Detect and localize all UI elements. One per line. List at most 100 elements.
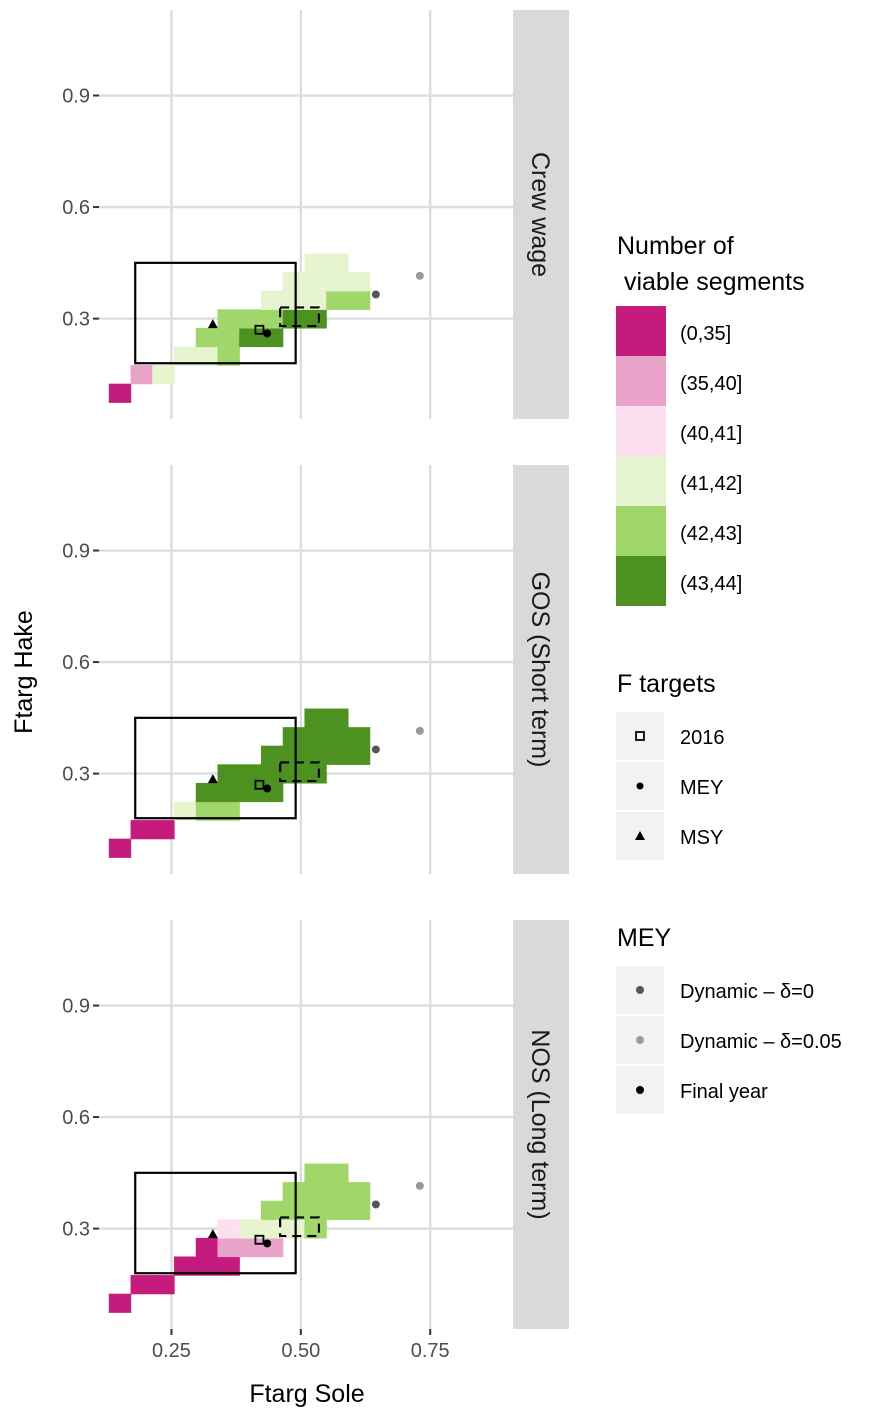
y-tick-label: 0.3 [62,1219,90,1241]
ftargets-legend-label: 2016 [680,727,725,749]
ftarget-msy-point [207,1229,218,1239]
heatmap-tile [217,801,240,821]
heatmap-tile [326,272,349,292]
x-axis-title: Ftarg Sole [249,1380,364,1408]
x-tick-label: 0.50 [281,1340,320,1362]
heatmap-tile [347,290,371,310]
y-tick-label: 0.3 [62,764,90,786]
fill-legend-label: (40,41] [680,423,742,445]
fill-legend-swatch [616,356,666,406]
heatmap-tile [326,253,349,273]
heatmap-tile [217,309,240,329]
range-box-dashed [279,1216,321,1238]
mey-dynamic-d0-point [371,745,380,754]
heatmap-tile [326,708,349,728]
heatmap-tile [260,1200,284,1220]
heatmap-tile [239,782,262,803]
heatmap-tile [260,309,284,329]
heatmap-tile [217,1219,240,1239]
panel-background [99,465,513,874]
fill-legend-label: (43,44] [680,573,742,595]
mey-legend-label: Final year [680,1081,768,1103]
facet-strip [513,465,569,874]
heatmap-tile [326,745,349,765]
heatmap-tile [304,1163,327,1183]
chart-panels: 0.3 0.6 0.9 Crew wage 0.3 0.6 0.9 GOS (Short te… [62,10,569,1362]
heatmap-tile [326,1182,349,1202]
ftarget-2016-point [254,1234,265,1245]
heatmap-tile [260,745,284,765]
heatmap-tile [304,1200,327,1220]
fill-legend-label: (35,40] [680,373,742,395]
panel-background [99,10,513,419]
heatmap-tile [282,272,306,292]
heatmap-tile [108,838,132,858]
ftargets-legend-key-bg [616,712,664,760]
heatmap-tile [195,1256,219,1276]
heatmap-tile [304,708,327,728]
fill-legend-label: (0,35] [680,323,731,345]
heatmap-tile [304,1219,327,1239]
y-tick-label: 0.6 [62,1107,90,1129]
heatmap-tile [347,272,371,292]
open-square-icon [635,731,645,741]
x-tick-label: 0.25 [152,1340,191,1362]
heatmap-tile [260,764,284,784]
heatmap-tile [304,309,327,329]
heatmap-tile [282,290,306,310]
mey-legend-dot-icon [636,1086,644,1094]
facet-strip-label: Crew wage [526,152,554,277]
panel-1: 0.3 0.6 0.9 GOS (Short term) [62,465,569,874]
range-box-solid [134,716,297,820]
fill-legend-swatch [616,556,666,606]
heatmap-tile [152,1275,175,1295]
heatmap-tile [326,1200,349,1220]
heatmap-tile [174,346,197,366]
mey-legend-title: MEY [617,924,672,952]
heatmap-tile [195,782,219,803]
heatmap-tile [282,1200,306,1220]
ftarget-2016-point [254,779,265,790]
heatmap-tile [282,764,306,784]
heatmap-tile [326,1163,349,1183]
ftarget-mey-point [263,1239,272,1248]
heatmap-tile [217,327,240,348]
fill-legend-swatch [616,306,666,356]
range-box-dashed [279,306,321,328]
ftargets-legend: F targets 2016 MEY MSY [616,670,725,860]
heatmap-tile [304,272,327,292]
facet-strip [513,920,569,1329]
heatmap-tile [239,764,262,784]
heatmap-tile [326,290,349,310]
heatmap-tile [347,1182,371,1202]
range-box-solid [134,261,297,365]
heatmap-tile [260,1219,284,1239]
heatmap-tile [239,1219,262,1239]
heatmap-tile [152,820,175,840]
heatmap-tile [304,1182,327,1202]
heatmap-tile [217,1237,240,1258]
fill-legend: Number of viable segments (0,35] (35,40] (… [616,232,805,606]
heatmap-tile [282,727,306,747]
range-box-solid [134,1171,297,1275]
heatmap-tile [239,309,262,329]
gridlines [99,920,513,1329]
heatmap-tiles [108,253,371,403]
y-tick-label: 0.9 [62,86,90,108]
chart-legends: Number of viable segments (0,35] (35,40] (… [616,232,842,1114]
ftarget-2016-point [254,324,265,335]
mey-legend: MEY Dynamic – δ=0 Dynamic – δ=0.05 Final y… [616,924,842,1114]
x-tick-label: 0.75 [411,1340,450,1362]
heatmap-tile [217,1256,240,1276]
heatmap-tile [217,764,240,784]
mey-legend-dot-icon [636,1036,644,1044]
heatmap-tile [282,1219,306,1239]
fill-legend-title-line1: Number of [617,232,734,260]
panel-0: 0.3 0.6 0.9 Crew wage [62,10,569,419]
fill-legend-label: (41,42] [680,473,742,495]
y-tick-label: 0.6 [62,197,90,219]
heatmap-tile [347,745,371,765]
fill-legend-swatch [616,456,666,506]
mey-dynamic-d005-point [415,1181,424,1190]
